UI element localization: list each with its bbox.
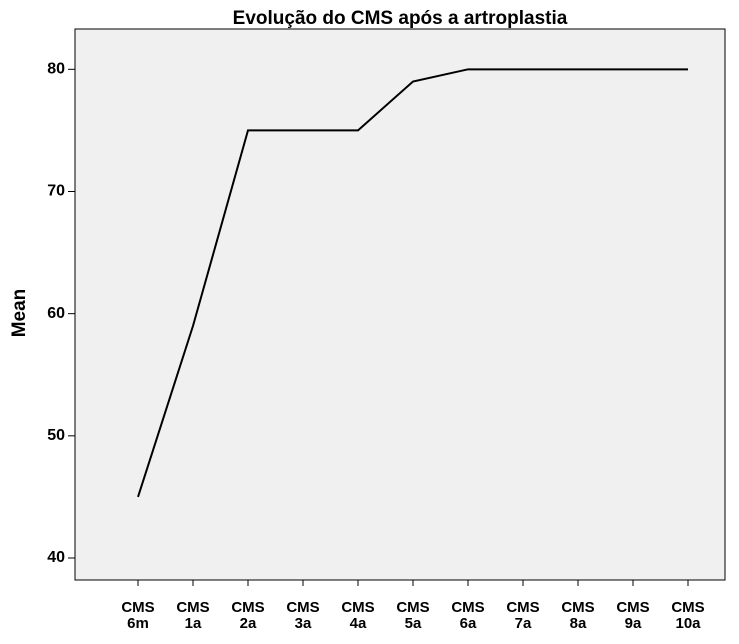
y-tick-label: 80 — [47, 61, 65, 78]
x-tick-label: CMS 10a — [671, 599, 705, 632]
x-tick-label: CMS 5a — [396, 599, 430, 632]
y-tick-label: 60 — [47, 305, 65, 322]
plot-area — [74, 28, 726, 581]
x-tick-label: CMS 7a — [506, 599, 540, 632]
x-tick-label: CMS 6m — [121, 599, 155, 632]
x-tick-label: CMS 3a — [286, 599, 320, 632]
y-axis-label: Mean — [9, 289, 30, 338]
line — [137, 68, 688, 498]
y-tick-label: 40 — [47, 549, 65, 566]
x-tick-label: CMS 9a — [616, 599, 650, 632]
x-tick-label: CMS 6a — [451, 599, 485, 632]
y-tick-label: 50 — [47, 427, 65, 444]
chart-title: Evolução do CMS após a artroplastia — [233, 8, 568, 29]
x-tick-label: CMS 4a — [341, 599, 375, 632]
x-tick-label: CMS 2a — [231, 599, 265, 632]
y-tick-label: 70 — [47, 183, 65, 200]
x-tick-label: CMS 1a — [176, 599, 210, 632]
x-tick-label: CMS 8a — [561, 599, 595, 632]
